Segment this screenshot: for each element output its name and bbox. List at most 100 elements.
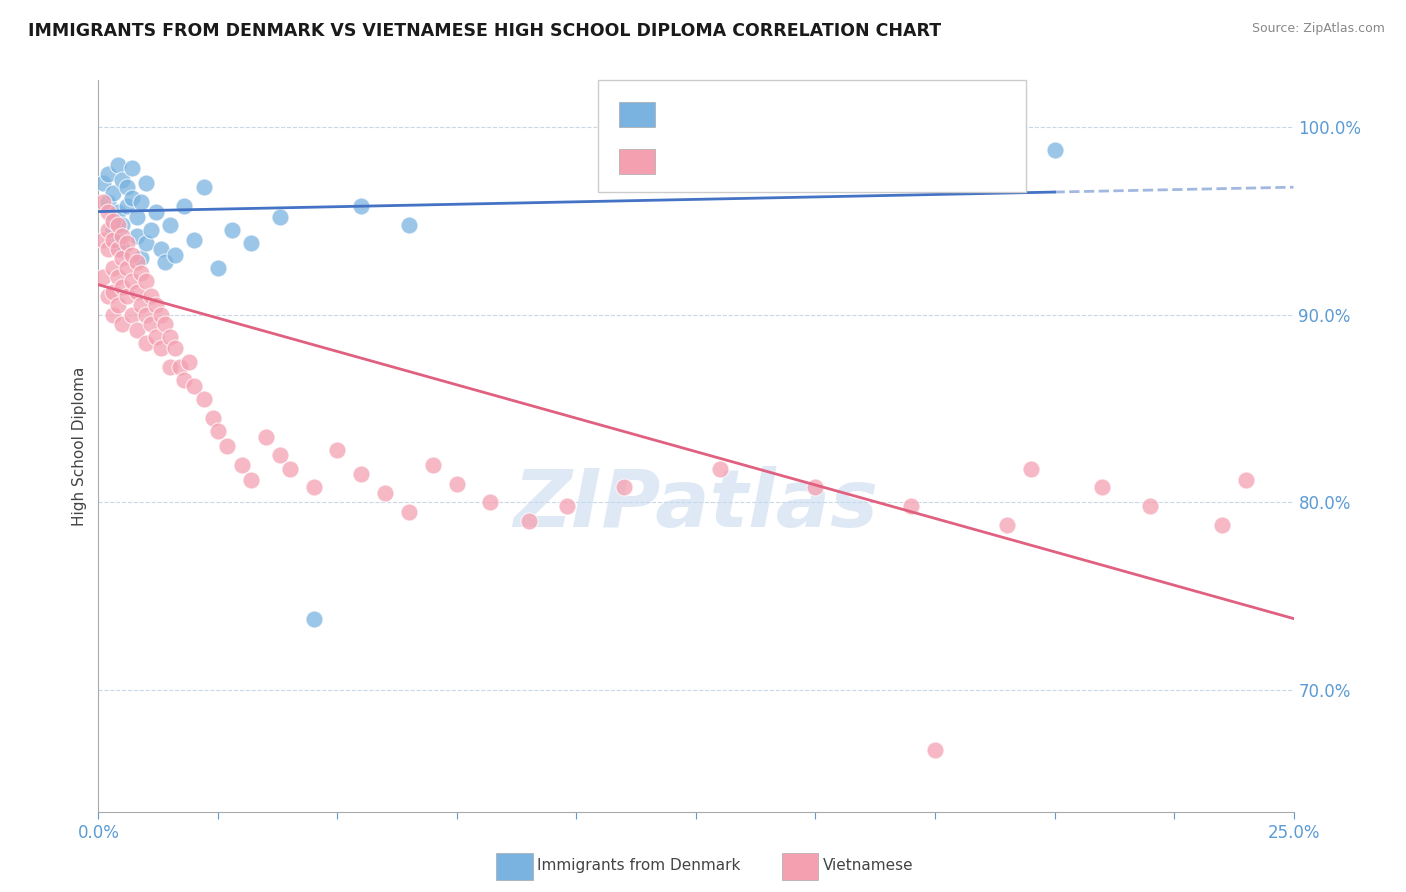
Point <box>446 476 468 491</box>
Point <box>179 354 201 368</box>
Point <box>350 199 373 213</box>
Point <box>101 308 124 322</box>
Point <box>97 167 120 181</box>
Point <box>1019 461 1042 475</box>
Point <box>121 248 143 262</box>
Point <box>107 270 129 285</box>
Point <box>115 260 138 275</box>
Point <box>1139 499 1161 513</box>
Point <box>173 373 195 387</box>
Point <box>111 317 134 331</box>
Point <box>254 429 277 443</box>
Point <box>97 242 120 256</box>
Point <box>169 360 191 375</box>
Point <box>91 233 114 247</box>
Point <box>149 242 172 256</box>
Point <box>125 255 148 269</box>
Point <box>183 379 205 393</box>
Point <box>91 270 114 285</box>
Y-axis label: High School Diploma: High School Diploma <box>72 367 87 525</box>
Point <box>101 223 124 237</box>
Point <box>101 260 124 275</box>
Point <box>422 458 444 472</box>
Point <box>101 285 124 300</box>
Text: Immigrants from Denmark: Immigrants from Denmark <box>537 858 741 872</box>
Point <box>924 743 946 757</box>
Point <box>135 308 157 322</box>
Point <box>163 342 186 356</box>
Point <box>121 191 143 205</box>
Point <box>125 229 148 244</box>
Point <box>159 218 181 232</box>
Point <box>107 204 129 219</box>
Point <box>135 236 157 251</box>
Point <box>121 274 143 288</box>
Point <box>207 424 229 438</box>
Point <box>139 223 162 237</box>
Point <box>131 267 153 281</box>
Point <box>193 392 215 406</box>
Point <box>101 214 124 228</box>
Point <box>111 172 134 186</box>
Point <box>131 195 153 210</box>
Point <box>155 255 177 269</box>
Point <box>135 274 157 288</box>
Point <box>107 158 129 172</box>
Point <box>231 458 253 472</box>
Point <box>1091 480 1114 494</box>
Point <box>163 248 186 262</box>
Point <box>145 298 167 312</box>
Point <box>131 252 153 266</box>
Point <box>900 499 922 513</box>
Point <box>995 517 1018 532</box>
Point <box>479 495 502 509</box>
Text: -0.345: -0.345 <box>692 152 751 169</box>
Point <box>149 308 172 322</box>
Point <box>398 218 420 232</box>
Point <box>135 177 157 191</box>
Point <box>1234 473 1257 487</box>
Point <box>111 218 134 232</box>
Point <box>1043 143 1066 157</box>
Point <box>111 229 134 244</box>
Point <box>159 330 181 344</box>
Point <box>278 461 301 475</box>
Point <box>240 236 263 251</box>
Point <box>125 285 148 300</box>
Point <box>131 298 153 312</box>
Point <box>302 480 325 494</box>
Point <box>97 195 120 210</box>
Point <box>107 233 129 247</box>
Point <box>97 204 120 219</box>
Point <box>121 308 143 322</box>
Point <box>97 289 120 303</box>
Point <box>517 514 540 528</box>
Point <box>139 317 162 331</box>
Point <box>613 480 636 494</box>
Text: R =: R = <box>661 104 697 122</box>
Point <box>555 499 578 513</box>
Point <box>115 289 138 303</box>
Point <box>97 223 120 237</box>
Point <box>269 449 291 463</box>
Point <box>350 467 373 482</box>
Point <box>139 289 162 303</box>
Point <box>302 611 325 625</box>
Point <box>202 410 225 425</box>
Point <box>111 279 134 293</box>
Point <box>173 199 195 213</box>
Point <box>207 260 229 275</box>
Point <box>101 233 124 247</box>
Point <box>159 360 181 375</box>
Point <box>107 298 129 312</box>
Point <box>111 252 134 266</box>
Point <box>101 186 124 200</box>
Point <box>155 317 177 331</box>
Point <box>709 461 731 475</box>
Point <box>1211 517 1233 532</box>
Text: R =: R = <box>661 152 697 169</box>
Point <box>107 242 129 256</box>
Point <box>107 218 129 232</box>
Point <box>193 180 215 194</box>
Point <box>804 480 827 494</box>
